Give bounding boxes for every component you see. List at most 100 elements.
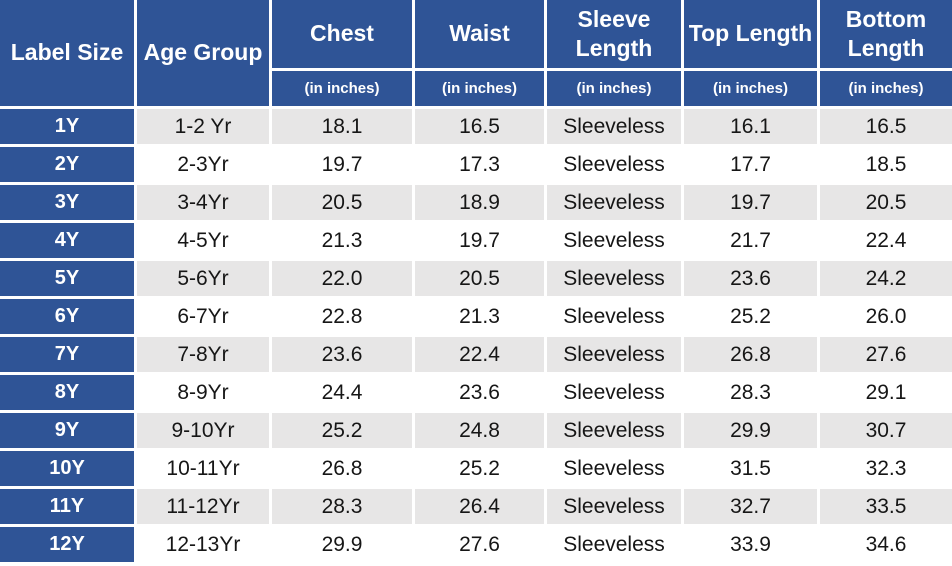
table-row: 6Y 6-7Yr 22.8 21.3 Sleeveless 25.2 26.0: [0, 299, 952, 334]
cell-waist: 27.6: [415, 527, 544, 562]
table-row: 11Y 11-12Yr 28.3 26.4 Sleeveless 32.7 33…: [0, 489, 952, 524]
cell-top-length: 21.7: [684, 223, 817, 258]
cell-sleeve-length: Sleeveless: [547, 299, 681, 334]
cell-age-group: 7-8Yr: [137, 337, 269, 372]
cell-age-group: 8-9Yr: [137, 375, 269, 410]
cell-chest: 22.8: [272, 299, 412, 334]
cell-bottom-length: 27.6: [820, 337, 952, 372]
table-row: 4Y 4-5Yr 21.3 19.7 Sleeveless 21.7 22.4: [0, 223, 952, 258]
cell-age-group: 10-11Yr: [137, 451, 269, 486]
cell-waist: 25.2: [415, 451, 544, 486]
cell-sleeve-length: Sleeveless: [547, 527, 681, 562]
cell-sleeve-length: Sleeveless: [547, 109, 681, 144]
cell-waist: 20.5: [415, 261, 544, 296]
table-row: 5Y 5-6Yr 22.0 20.5 Sleeveless 23.6 24.2: [0, 261, 952, 296]
cell-sleeve-length: Sleeveless: [547, 147, 681, 182]
subheader-waist-units: (in inches): [415, 71, 544, 106]
cell-waist: 18.9: [415, 185, 544, 220]
cell-label-size: 11Y: [0, 489, 134, 524]
header-waist: Waist: [415, 0, 544, 68]
cell-chest: 18.1: [272, 109, 412, 144]
cell-bottom-length: 34.6: [820, 527, 952, 562]
cell-chest: 22.0: [272, 261, 412, 296]
cell-age-group: 12-13Yr: [137, 527, 269, 562]
cell-age-group: 9-10Yr: [137, 413, 269, 448]
cell-waist: 24.8: [415, 413, 544, 448]
cell-sleeve-length: Sleeveless: [547, 489, 681, 524]
cell-chest: 26.8: [272, 451, 412, 486]
cell-bottom-length: 30.7: [820, 413, 952, 448]
cell-bottom-length: 16.5: [820, 109, 952, 144]
table-row: 9Y 9-10Yr 25.2 24.8 Sleeveless 29.9 30.7: [0, 413, 952, 448]
cell-top-length: 33.9: [684, 527, 817, 562]
cell-age-group: 1-2 Yr: [137, 109, 269, 144]
cell-age-group: 3-4Yr: [137, 185, 269, 220]
cell-label-size: 5Y: [0, 261, 134, 296]
subheader-top-length-units: (in inches): [684, 71, 817, 106]
subheader-sleeve-length-units: (in inches): [547, 71, 681, 106]
cell-age-group: 11-12Yr: [137, 489, 269, 524]
header-units-row: (in inches) (in inches) (in inches) (in …: [0, 71, 952, 106]
table-row: 2Y 2-3Yr 19.7 17.3 Sleeveless 17.7 18.5: [0, 147, 952, 182]
cell-chest: 19.7: [272, 147, 412, 182]
cell-label-size: 2Y: [0, 147, 134, 182]
cell-sleeve-length: Sleeveless: [547, 451, 681, 486]
cell-top-length: 25.2: [684, 299, 817, 334]
cell-chest: 25.2: [272, 413, 412, 448]
cell-bottom-length: 20.5: [820, 185, 952, 220]
cell-chest: 24.4: [272, 375, 412, 410]
table-row: 10Y 10-11Yr 26.8 25.2 Sleeveless 31.5 32…: [0, 451, 952, 486]
cell-waist: 21.3: [415, 299, 544, 334]
cell-chest: 20.5: [272, 185, 412, 220]
cell-label-size: 10Y: [0, 451, 134, 486]
header-top-length: Top Length: [684, 0, 817, 68]
cell-waist: 26.4: [415, 489, 544, 524]
cell-waist: 17.3: [415, 147, 544, 182]
cell-waist: 16.5: [415, 109, 544, 144]
table-row: 3Y 3-4Yr 20.5 18.9 Sleeveless 19.7 20.5: [0, 185, 952, 220]
cell-top-length: 19.7: [684, 185, 817, 220]
cell-bottom-length: 18.5: [820, 147, 952, 182]
cell-label-size: 8Y: [0, 375, 134, 410]
cell-sleeve-length: Sleeveless: [547, 185, 681, 220]
cell-label-size: 9Y: [0, 413, 134, 448]
table-row: 1Y 1-2 Yr 18.1 16.5 Sleeveless 16.1 16.5: [0, 109, 952, 144]
cell-bottom-length: 22.4: [820, 223, 952, 258]
cell-bottom-length: 26.0: [820, 299, 952, 334]
cell-bottom-length: 33.5: [820, 489, 952, 524]
header-row: Label Size Age Group Chest Waist Sleeve …: [0, 0, 952, 106]
cell-waist: 23.6: [415, 375, 544, 410]
cell-top-length: 23.6: [684, 261, 817, 296]
header-sleeve-length: Sleeve Length: [547, 0, 681, 68]
cell-age-group: 2-3Yr: [137, 147, 269, 182]
cell-bottom-length: 32.3: [820, 451, 952, 486]
cell-label-size: 4Y: [0, 223, 134, 258]
cell-bottom-length: 24.2: [820, 261, 952, 296]
cell-sleeve-length: Sleeveless: [547, 261, 681, 296]
cell-bottom-length: 29.1: [820, 375, 952, 410]
cell-age-group: 6-7Yr: [137, 299, 269, 334]
cell-chest: 21.3: [272, 223, 412, 258]
subheader-chest-units: (in inches): [272, 71, 412, 106]
cell-chest: 29.9: [272, 527, 412, 562]
cell-label-size: 7Y: [0, 337, 134, 372]
header-chest: Chest: [272, 0, 412, 68]
cell-waist: 19.7: [415, 223, 544, 258]
cell-top-length: 16.1: [684, 109, 817, 144]
cell-top-length: 26.8: [684, 337, 817, 372]
cell-sleeve-length: Sleeveless: [547, 223, 681, 258]
cell-top-length: 31.5: [684, 451, 817, 486]
cell-top-length: 29.9: [684, 413, 817, 448]
cell-age-group: 4-5Yr: [137, 223, 269, 258]
cell-chest: 28.3: [272, 489, 412, 524]
table-row: 8Y 8-9Yr 24.4 23.6 Sleeveless 28.3 29.1: [0, 375, 952, 410]
cell-sleeve-length: Sleeveless: [547, 375, 681, 410]
cell-label-size: 3Y: [0, 185, 134, 220]
cell-sleeve-length: Sleeveless: [547, 413, 681, 448]
table-row: 12Y 12-13Yr 29.9 27.6 Sleeveless 33.9 34…: [0, 527, 952, 562]
cell-chest: 23.6: [272, 337, 412, 372]
subheader-bottom-length-units: (in inches): [820, 71, 952, 106]
cell-label-size: 1Y: [0, 109, 134, 144]
cell-top-length: 32.7: [684, 489, 817, 524]
